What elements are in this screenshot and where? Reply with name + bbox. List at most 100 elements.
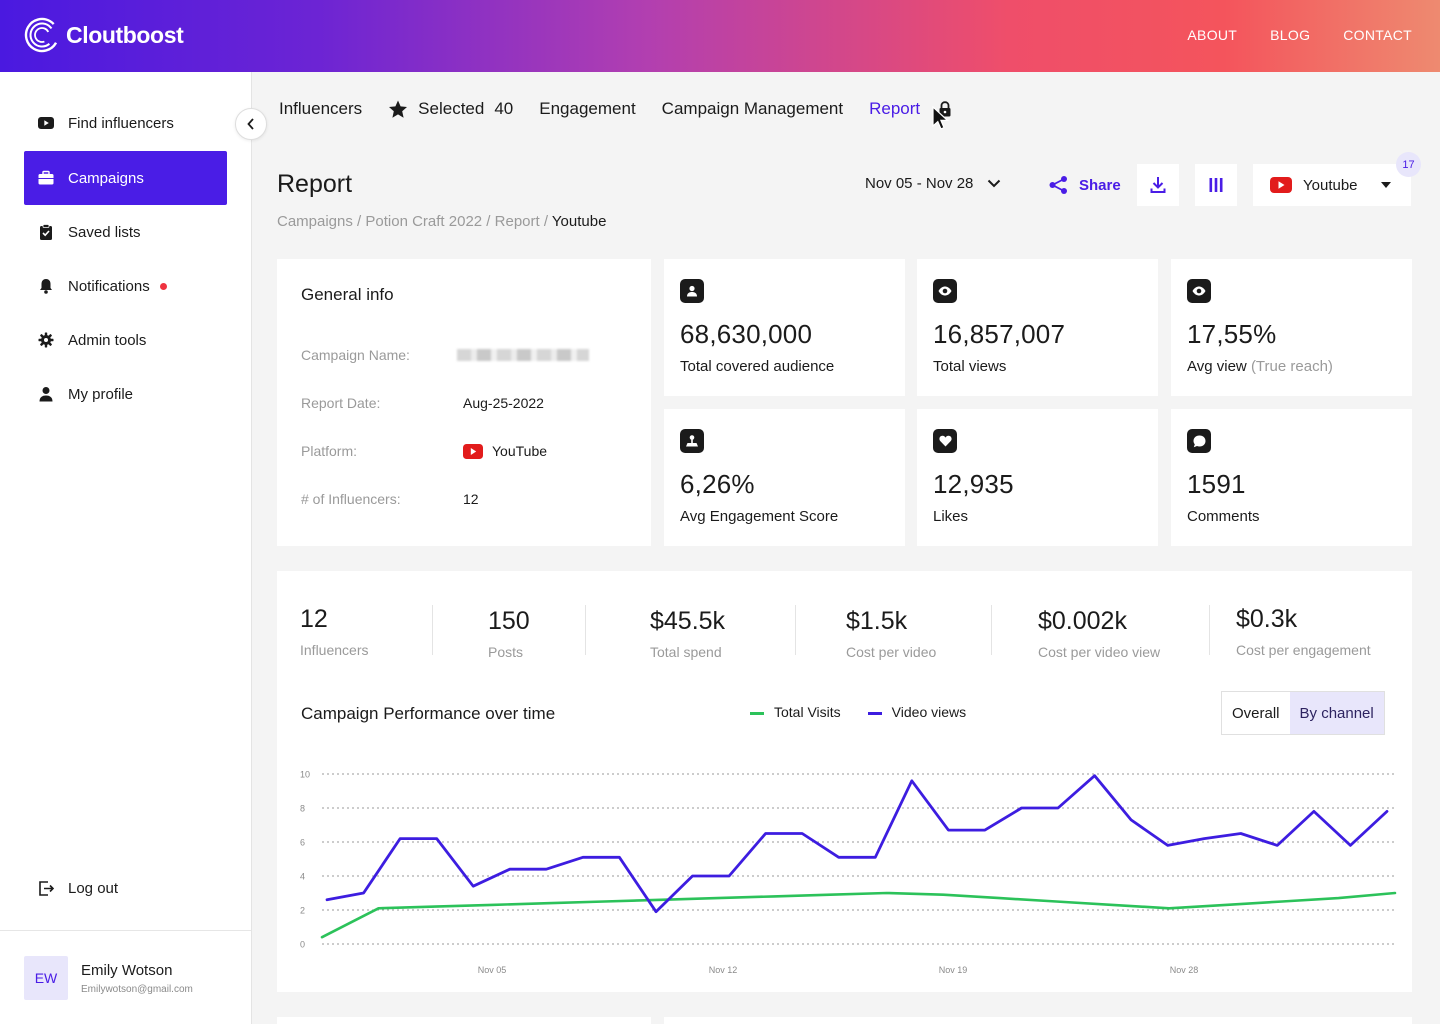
eye-icon [1187, 279, 1211, 303]
nav-contact-link[interactable]: CONTACT [1343, 27, 1412, 43]
y-tick-label: 6 [300, 838, 305, 848]
chevron-down-icon [988, 179, 1001, 188]
influencers-value: 12 [463, 491, 479, 507]
kpi-value: $45.5k [650, 607, 726, 635]
briefcase-icon [38, 170, 54, 185]
tab-campaign-management[interactable]: Campaign Management [662, 99, 843, 119]
date-range-picker[interactable]: Nov 05 - Nov 28 [865, 175, 1001, 192]
stat-card-avg-view: 17,55% Avg view (True reach) [1171, 259, 1412, 396]
breadcrumb-report-link[interactable]: Report [494, 213, 540, 230]
stat-label: Likes [933, 508, 969, 525]
nav-about-link[interactable]: ABOUT [1187, 27, 1238, 43]
platform-name: YouTube [492, 443, 548, 459]
legend-item-video-views[interactable]: Video views [867, 704, 967, 720]
logout-button[interactable]: Log out [24, 861, 227, 915]
top-bar: Cloutboost ABOUT BLOG CONTACT [0, 0, 1440, 72]
share-button[interactable]: Share [1048, 175, 1121, 195]
star-icon [389, 100, 408, 118]
stat-value: 68,630,000 [680, 319, 813, 349]
sidebar-item-find-influencers[interactable]: Find influencers [24, 96, 227, 150]
breadcrumb-campaigns-link[interactable]: Campaigns [277, 213, 353, 230]
logout-icon [39, 881, 54, 896]
general-info-title: General info [301, 285, 394, 304]
platform-count-badge: 17 [1396, 152, 1421, 177]
kpi-divider [991, 605, 992, 655]
toggle-by-channel[interactable]: By channel [1289, 692, 1384, 734]
tab-label: Selected [418, 99, 485, 118]
kpi-divider [795, 605, 796, 655]
x-tick-label: Nov 19 [939, 965, 968, 975]
stat-label: Total covered audience [680, 358, 835, 375]
heart-icon [933, 429, 957, 453]
bottom-card-left [277, 1017, 651, 1024]
y-tick-label: 2 [300, 906, 305, 916]
x-tick-label: Nov 05 [478, 965, 507, 975]
bell-icon [40, 279, 52, 294]
platform-row: Platform: YouTube [301, 443, 547, 459]
user-profile[interactable]: EW Emily Wotson Emilywotson@gmail.com [24, 956, 193, 1000]
columns-button[interactable] [1195, 164, 1237, 206]
stat-card-comments: 1591 Comments [1171, 409, 1412, 546]
toggle-overall[interactable]: Overall [1232, 704, 1280, 722]
sidebar-item-saved-lists[interactable]: Saved lists [24, 205, 227, 259]
bottom-card-right [664, 1017, 1412, 1024]
chart-title: Campaign Performance over time [301, 704, 556, 723]
download-button[interactable] [1137, 164, 1179, 206]
stat-card-covered-audience: 68,630,000 Total covered audience [664, 259, 905, 396]
sidebar-item-label: Notifications [68, 277, 150, 295]
kpi-label: Influencers [300, 642, 369, 658]
breadcrumb-campaign-link[interactable]: Potion Craft 2022 [365, 213, 483, 230]
sidebar-item-campaigns[interactable]: Campaigns [24, 151, 227, 205]
tab-selected[interactable]: Selected 40 [388, 99, 513, 119]
stat-value: 1591 [1187, 469, 1246, 499]
kpi-label: Cost per video view [1038, 644, 1161, 660]
platform-select[interactable]: Youtube [1253, 164, 1411, 206]
sidebar-item-admin-tools[interactable]: Admin tools [24, 313, 227, 367]
stat-value: 6,26% [680, 469, 755, 499]
brand-logo[interactable]: Cloutboost [24, 17, 184, 53]
tab-influencers[interactable]: Influencers [279, 99, 362, 119]
stat-label-group: Avg view (True reach) [1187, 358, 1333, 375]
chart-legend: Total Visits Video views [750, 704, 966, 720]
legend-label: Video views [891, 704, 967, 720]
gear-icon [38, 332, 54, 348]
selected-count: 40 [494, 99, 514, 118]
legend-item-total-visits[interactable]: Total Visits [750, 704, 841, 720]
platform-select-value: Youtube [1303, 176, 1358, 194]
kpi-cost-per-video: $1.5k Cost per video [846, 607, 936, 660]
sidebar-item-notifications[interactable]: Notifications [24, 259, 227, 313]
view-toggle: Overall By channel [1221, 691, 1385, 735]
columns-icon [1209, 178, 1223, 192]
campaign-name-label: Campaign Name: [301, 347, 410, 363]
lock-icon [939, 101, 951, 117]
share-icon [1049, 176, 1067, 194]
kpi-label: Cost per engagement [1236, 642, 1371, 658]
report-date-label: Report Date: [301, 395, 381, 411]
person-icon [680, 279, 704, 303]
page-title: Report [277, 170, 353, 198]
youtube-icon [463, 443, 483, 459]
series-line-video-views [325, 774, 1389, 914]
campaign-name-redacted [457, 349, 589, 361]
performance-line-chart: 0 2 4 6 8 10 Nov 05 Nov 12 Nov 19 Nov 28 [300, 770, 1397, 975]
influencers-row: # of Influencers: 12 [301, 491, 479, 507]
stat-label: Avg Engagement Score [680, 508, 839, 525]
kpi-value: 12 [300, 605, 328, 633]
kpi-value: $1.5k [846, 607, 908, 635]
stat-value: 16,857,007 [933, 319, 1066, 349]
kpi-divider [585, 605, 586, 655]
y-tick-label: 10 [300, 770, 310, 780]
sidebar-item-label: My profile [68, 385, 134, 403]
tab-label: Report [869, 99, 921, 118]
tab-report[interactable]: Report [869, 99, 952, 119]
sidebar-item-label: Campaigns [68, 169, 144, 187]
stat-label: Avg view [1187, 358, 1247, 375]
stat-card-engagement-score: 6,26% Avg Engagement Score [664, 409, 905, 546]
collapse-sidebar-button[interactable] [235, 108, 267, 140]
stat-label: Comments [1187, 508, 1260, 525]
tab-engagement[interactable]: Engagement [539, 99, 635, 119]
sidebar-item-my-profile[interactable]: My profile [24, 367, 227, 421]
x-tick-label: Nov 12 [709, 965, 738, 975]
nav-blog-link[interactable]: BLOG [1270, 27, 1311, 43]
joystick-icon [680, 429, 704, 453]
